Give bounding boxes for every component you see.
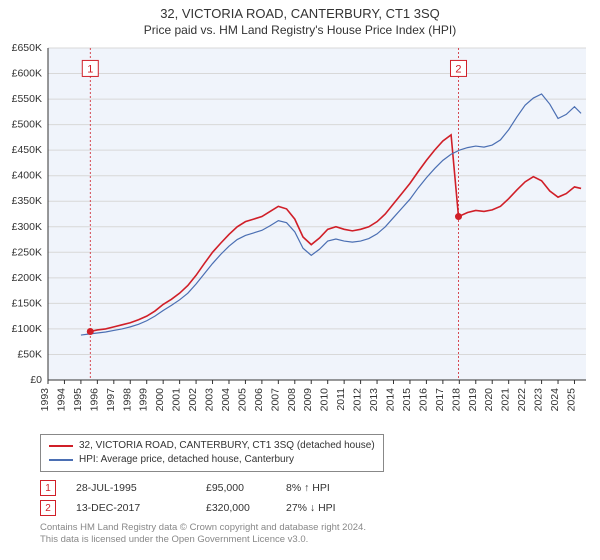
footer-row: 1 28-JUL-1995£95,0008% ↑ HPI: [40, 478, 376, 498]
legend-swatch: [49, 445, 73, 447]
marker-box: 1: [40, 480, 56, 496]
footer-date: 13-DEC-2017: [76, 502, 206, 514]
svg-text:2: 2: [455, 63, 461, 75]
attribution-line: Contains HM Land Registry data © Crown c…: [40, 522, 366, 534]
svg-text:2003: 2003: [204, 388, 216, 412]
chart-subtitle: Price paid vs. HM Land Registry's House …: [0, 23, 600, 37]
svg-text:£0: £0: [30, 374, 42, 386]
svg-text:2002: 2002: [187, 388, 199, 412]
svg-text:1: 1: [87, 63, 93, 75]
footer-price: £95,000: [206, 482, 286, 494]
marker-box: 2: [40, 500, 56, 516]
legend-row: HPI: Average price, detached house, Cant…: [49, 453, 375, 467]
svg-text:£350K: £350K: [12, 195, 42, 207]
footer-date: 28-JUL-1995: [76, 482, 206, 494]
attribution-line: This data is licensed under the Open Gov…: [40, 534, 366, 546]
svg-text:2021: 2021: [500, 388, 512, 412]
svg-text:2007: 2007: [269, 388, 281, 412]
svg-text:1997: 1997: [105, 388, 117, 412]
svg-text:2023: 2023: [533, 388, 545, 412]
svg-text:2022: 2022: [516, 388, 528, 412]
legend-label: 32, VICTORIA ROAD, CANTERBURY, CT1 3SQ (…: [79, 439, 375, 453]
svg-text:1995: 1995: [72, 388, 84, 412]
svg-text:2009: 2009: [302, 388, 314, 412]
svg-text:2019: 2019: [467, 388, 479, 412]
svg-text:£400K: £400K: [12, 170, 42, 182]
title-block: 32, VICTORIA ROAD, CANTERBURY, CT1 3SQ P…: [0, 0, 600, 37]
svg-text:£50K: £50K: [17, 348, 42, 360]
svg-text:2008: 2008: [286, 388, 298, 412]
svg-text:2014: 2014: [385, 388, 397, 412]
svg-text:2024: 2024: [549, 388, 561, 412]
svg-text:£600K: £600K: [12, 68, 42, 80]
chart-title: 32, VICTORIA ROAD, CANTERBURY, CT1 3SQ: [0, 6, 600, 21]
svg-text:2011: 2011: [335, 388, 347, 411]
svg-text:£450K: £450K: [12, 144, 42, 156]
svg-text:£150K: £150K: [12, 297, 42, 309]
svg-text:2005: 2005: [236, 388, 248, 412]
footer-price: £320,000: [206, 502, 286, 514]
chart-legend: 32, VICTORIA ROAD, CANTERBURY, CT1 3SQ (…: [40, 434, 384, 472]
svg-text:£650K: £650K: [12, 42, 42, 54]
svg-text:2004: 2004: [220, 388, 232, 412]
attribution: Contains HM Land Registry data © Crown c…: [40, 522, 366, 546]
svg-text:1996: 1996: [88, 388, 100, 412]
footer-pct: 8% ↑ HPI: [286, 482, 376, 494]
svg-text:2025: 2025: [565, 388, 577, 412]
chart-container: 32, VICTORIA ROAD, CANTERBURY, CT1 3SQ P…: [0, 0, 600, 560]
svg-text:1994: 1994: [55, 388, 67, 412]
svg-text:£200K: £200K: [12, 272, 42, 284]
svg-text:2017: 2017: [434, 388, 446, 412]
svg-text:2006: 2006: [253, 388, 265, 412]
svg-text:2010: 2010: [319, 388, 331, 412]
footer-table: 1 28-JUL-1995£95,0008% ↑ HPI 2 13-DEC-2017£…: [40, 478, 376, 518]
svg-text:£300K: £300K: [12, 221, 42, 233]
svg-text:1999: 1999: [138, 388, 150, 412]
svg-text:2015: 2015: [401, 388, 413, 412]
svg-text:1993: 1993: [39, 388, 51, 412]
svg-text:1998: 1998: [121, 388, 133, 412]
svg-text:2016: 2016: [417, 388, 429, 412]
svg-text:£550K: £550K: [12, 93, 42, 105]
svg-text:2012: 2012: [352, 388, 364, 412]
svg-text:2001: 2001: [171, 388, 183, 412]
svg-text:£500K: £500K: [12, 119, 42, 131]
svg-text:£250K: £250K: [12, 246, 42, 258]
footer-pct: 27% ↓ HPI: [286, 502, 376, 514]
legend-label: HPI: Average price, detached house, Cant…: [79, 453, 294, 467]
chart-plot: £0 £50K £100K £150K £200K £250K £300K £350K £400…: [0, 42, 600, 432]
legend-row: 32, VICTORIA ROAD, CANTERBURY, CT1 3SQ (…: [49, 439, 375, 453]
svg-text:2013: 2013: [368, 388, 380, 412]
svg-text:2018: 2018: [450, 388, 462, 412]
svg-text:2020: 2020: [483, 388, 495, 412]
footer-row: 2 13-DEC-2017£320,00027% ↓ HPI: [40, 498, 376, 518]
legend-swatch: [49, 459, 73, 461]
svg-text:2000: 2000: [154, 388, 166, 412]
svg-text:£100K: £100K: [12, 323, 42, 335]
